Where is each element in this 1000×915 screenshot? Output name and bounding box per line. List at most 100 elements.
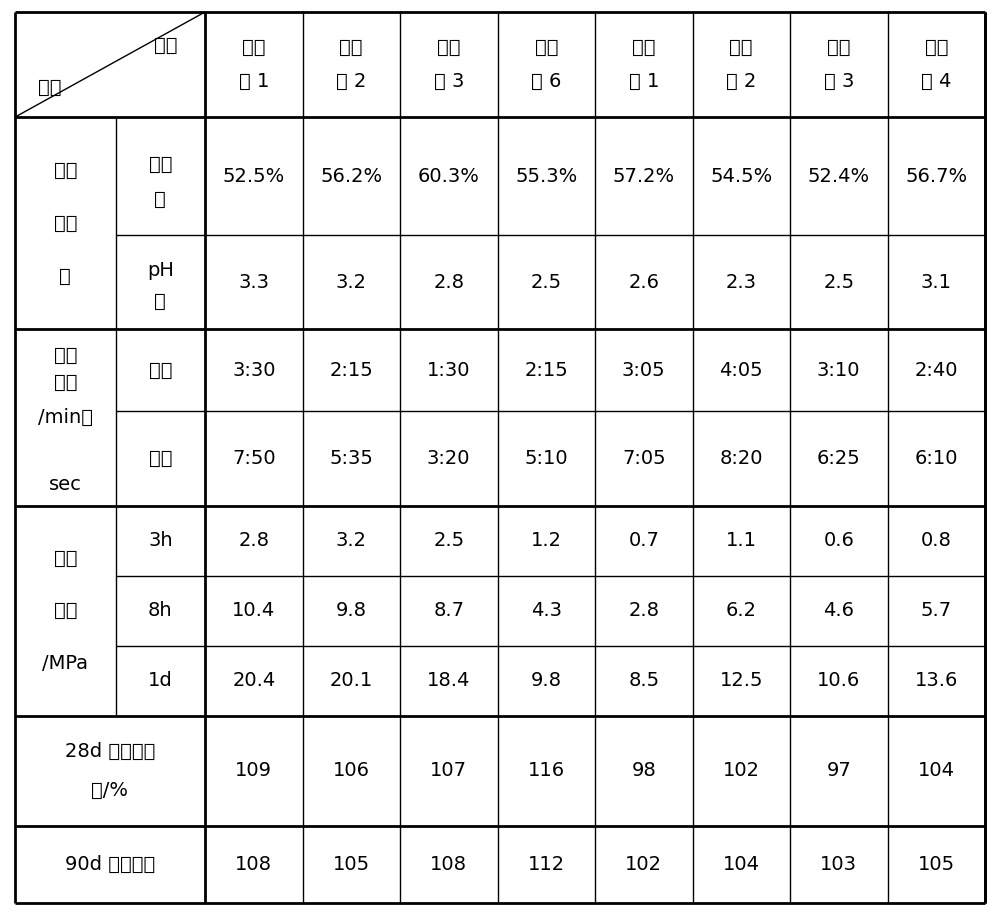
Text: 112: 112 (528, 855, 565, 874)
Text: 20.1: 20.1 (330, 672, 373, 690)
Text: 对比: 对比 (827, 38, 850, 58)
Text: 2.8: 2.8 (628, 601, 659, 620)
Text: 9.8: 9.8 (336, 601, 367, 620)
Text: 类别: 类别 (154, 36, 177, 55)
Text: 104: 104 (918, 761, 955, 780)
Text: 52.5%: 52.5% (223, 167, 285, 186)
Text: 108: 108 (430, 855, 467, 874)
Text: 5.7: 5.7 (921, 601, 952, 620)
Text: 103: 103 (820, 855, 857, 874)
Text: 实施: 实施 (242, 38, 266, 58)
Text: 8.7: 8.7 (433, 601, 464, 620)
Text: 55.3%: 55.3% (515, 167, 577, 186)
Text: 7:05: 7:05 (622, 449, 666, 468)
Text: /MPa: /MPa (42, 653, 88, 673)
Text: 例 3: 例 3 (824, 72, 854, 91)
Text: 1.2: 1.2 (531, 531, 562, 550)
Text: 比/%: 比/% (92, 781, 128, 801)
Text: 4.6: 4.6 (823, 601, 854, 620)
Text: 例 2: 例 2 (336, 72, 366, 91)
Text: 2:15: 2:15 (329, 361, 373, 380)
Text: 1:30: 1:30 (427, 361, 471, 380)
Text: 2.5: 2.5 (531, 273, 562, 292)
Text: 2:15: 2:15 (524, 361, 568, 380)
Text: 项目: 项目 (38, 78, 62, 97)
Text: 标: 标 (59, 267, 71, 285)
Text: 8:20: 8:20 (720, 449, 763, 468)
Text: 例 2: 例 2 (726, 72, 756, 91)
Text: 例 1: 例 1 (239, 72, 269, 91)
Text: 固含: 固含 (149, 155, 172, 174)
Text: 例 1: 例 1 (629, 72, 659, 91)
Text: 例 4: 例 4 (921, 72, 951, 91)
Text: 3.1: 3.1 (921, 273, 952, 292)
Text: 2.6: 2.6 (628, 273, 659, 292)
Text: 2.8: 2.8 (433, 273, 464, 292)
Text: 57.2%: 57.2% (613, 167, 675, 186)
Text: 52.4%: 52.4% (808, 167, 870, 186)
Text: 时间: 时间 (54, 372, 77, 392)
Text: 6.2: 6.2 (726, 601, 757, 620)
Text: 18.4: 18.4 (427, 672, 470, 690)
Text: sec: sec (49, 475, 82, 494)
Text: 6:10: 6:10 (914, 449, 958, 468)
Text: 初凝: 初凝 (149, 361, 172, 380)
Text: 匀质: 匀质 (54, 161, 77, 179)
Text: 1d: 1d (148, 672, 173, 690)
Text: 6:25: 6:25 (817, 449, 861, 468)
Text: 107: 107 (430, 761, 467, 780)
Text: 97: 97 (826, 761, 851, 780)
Text: 2.8: 2.8 (238, 531, 269, 550)
Text: 例 3: 例 3 (434, 72, 464, 91)
Text: /min：: /min： (38, 408, 93, 427)
Text: 105: 105 (918, 855, 955, 874)
Text: 0.7: 0.7 (628, 531, 659, 550)
Text: 1.1: 1.1 (726, 531, 757, 550)
Text: 3:10: 3:10 (817, 361, 860, 380)
Text: 3.3: 3.3 (238, 273, 269, 292)
Text: 3:30: 3:30 (232, 361, 276, 380)
Text: 54.5%: 54.5% (710, 167, 772, 186)
Text: 10.6: 10.6 (817, 672, 860, 690)
Text: 3h: 3h (148, 531, 173, 550)
Text: 56.7%: 56.7% (905, 167, 967, 186)
Text: 90d 抗压强保: 90d 抗压强保 (65, 855, 155, 874)
Text: 5:10: 5:10 (524, 449, 568, 468)
Text: 2.3: 2.3 (726, 273, 757, 292)
Text: 2:40: 2:40 (914, 361, 958, 380)
Text: 性指: 性指 (54, 214, 77, 232)
Text: 104: 104 (723, 855, 760, 874)
Text: 5:35: 5:35 (329, 449, 373, 468)
Text: 7:50: 7:50 (232, 449, 276, 468)
Text: 0.6: 0.6 (823, 531, 854, 550)
Text: 105: 105 (333, 855, 370, 874)
Text: 108: 108 (235, 855, 272, 874)
Text: 3.2: 3.2 (336, 273, 367, 292)
Text: 3.2: 3.2 (336, 531, 367, 550)
Text: pH: pH (147, 261, 174, 280)
Text: 8h: 8h (148, 601, 173, 620)
Text: 实施: 实施 (437, 38, 460, 58)
Text: 20.4: 20.4 (232, 672, 275, 690)
Text: 56.2%: 56.2% (320, 167, 382, 186)
Text: 对比: 对比 (924, 38, 948, 58)
Text: 4:05: 4:05 (719, 361, 763, 380)
Text: 例 6: 例 6 (531, 72, 561, 91)
Text: 强度: 强度 (54, 601, 77, 620)
Text: 量: 量 (154, 190, 166, 210)
Text: 终凝: 终凝 (149, 449, 172, 468)
Text: 2.5: 2.5 (433, 531, 464, 550)
Text: 0.8: 0.8 (921, 531, 952, 550)
Text: 9.8: 9.8 (531, 672, 562, 690)
Text: 4.3: 4.3 (531, 601, 562, 620)
Text: 12.5: 12.5 (720, 672, 763, 690)
Text: 实施: 实施 (340, 38, 363, 58)
Text: 10.4: 10.4 (232, 601, 275, 620)
Text: 实施: 实施 (534, 38, 558, 58)
Text: 对比: 对比 (632, 38, 656, 58)
Text: 3:20: 3:20 (427, 449, 471, 468)
Text: 102: 102 (723, 761, 760, 780)
Text: 2.5: 2.5 (823, 273, 854, 292)
Text: 凝结: 凝结 (54, 346, 77, 365)
Text: 13.6: 13.6 (915, 672, 958, 690)
